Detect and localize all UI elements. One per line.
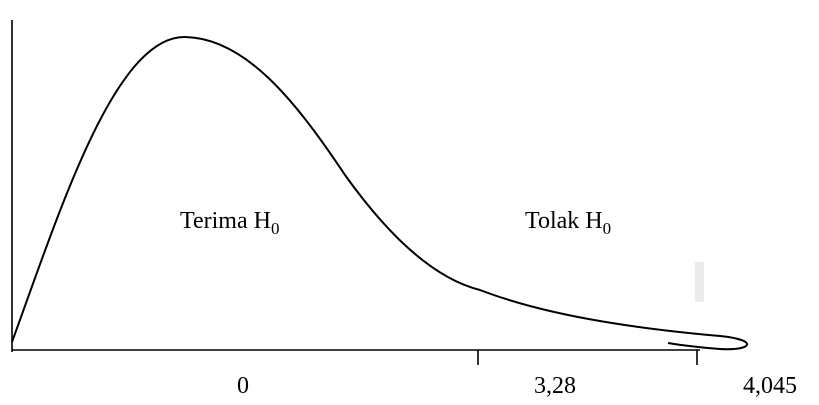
accept-region-label: Terima H0 — [180, 208, 279, 238]
reject-region-label: Tolak H0 — [525, 208, 611, 238]
tick-label-3-28: 3,28 — [534, 373, 576, 399]
distribution-curve — [11, 35, 748, 351]
tick-label-4-045: 4,045 — [743, 373, 797, 399]
tick-label-0: 0 — [237, 373, 249, 399]
faint-marker — [695, 262, 704, 302]
